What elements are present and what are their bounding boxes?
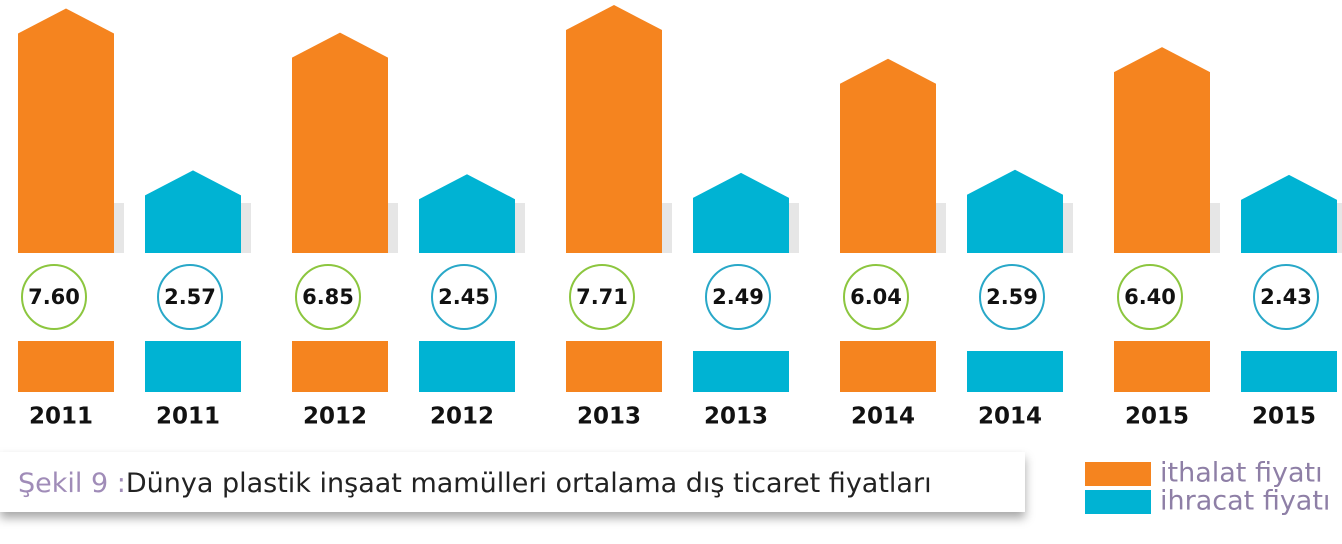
bar-shadow bbox=[1063, 203, 1073, 253]
bar-shadow bbox=[388, 203, 398, 253]
bar-base bbox=[967, 351, 1063, 392]
x-tick-label: 2014 bbox=[978, 404, 1042, 430]
value-label: 2.45 bbox=[438, 285, 490, 309]
value-ring bbox=[1253, 264, 1319, 330]
value-ring bbox=[979, 264, 1045, 330]
value-ring bbox=[295, 264, 361, 330]
bar-base bbox=[1114, 341, 1210, 392]
bar-base bbox=[1241, 351, 1337, 392]
x-tick-label: 2011 bbox=[156, 404, 220, 430]
bar-shadow bbox=[114, 203, 124, 253]
bar-shadow bbox=[1337, 203, 1342, 253]
caption: Şekil 9 :Dünya plastik inşaat mamülleri … bbox=[18, 468, 932, 499]
bar-shadow bbox=[1210, 203, 1220, 253]
value-label: 2.57 bbox=[164, 285, 216, 309]
x-tick-label: 2012 bbox=[430, 404, 494, 430]
bar-shadow bbox=[515, 203, 525, 253]
x-tick-label: 2013 bbox=[704, 404, 768, 430]
x-tick-label: 2013 bbox=[577, 404, 641, 430]
bar-shadow bbox=[789, 203, 799, 253]
value-label: 2.59 bbox=[986, 285, 1038, 309]
bar bbox=[419, 174, 515, 253]
chart-title: Dünya plastik inşaat mamülleri ortalama … bbox=[126, 468, 932, 499]
bar bbox=[1241, 174, 1337, 253]
x-tick-label: 2014 bbox=[851, 404, 915, 430]
bar-shadow bbox=[241, 203, 251, 253]
bar bbox=[292, 32, 388, 253]
bar bbox=[693, 172, 789, 253]
value-ring bbox=[21, 264, 87, 330]
value-ring bbox=[1117, 264, 1183, 330]
bar-base bbox=[566, 341, 662, 392]
bar-shadow bbox=[936, 203, 946, 253]
value-ring bbox=[157, 264, 223, 330]
legend-swatch bbox=[1085, 490, 1151, 514]
bar-shadow bbox=[662, 203, 672, 253]
x-tick-label: 2015 bbox=[1252, 404, 1316, 430]
bar bbox=[1114, 47, 1210, 254]
bar-base bbox=[840, 341, 936, 392]
bar bbox=[145, 170, 241, 253]
bar bbox=[840, 58, 936, 253]
bar-base bbox=[18, 341, 114, 392]
value-label: 7.71 bbox=[576, 285, 628, 309]
bar-base bbox=[693, 351, 789, 392]
x-tick-label: 2012 bbox=[303, 404, 367, 430]
value-label: 2.49 bbox=[712, 285, 764, 309]
value-label: 6.85 bbox=[302, 285, 354, 309]
bar bbox=[566, 5, 662, 253]
caption-label: Şekil 9 : bbox=[18, 468, 126, 499]
legend-label: ihracat fiyatı bbox=[1160, 486, 1330, 517]
value-ring bbox=[431, 264, 497, 330]
bar-base bbox=[419, 341, 515, 392]
value-ring bbox=[705, 264, 771, 330]
x-tick-label: 2011 bbox=[29, 404, 93, 430]
value-label: 7.60 bbox=[28, 285, 80, 309]
value-label: 6.40 bbox=[1124, 285, 1176, 309]
value-label: 6.04 bbox=[850, 285, 902, 309]
bar bbox=[967, 169, 1063, 253]
bar-base bbox=[292, 341, 388, 392]
value-ring bbox=[569, 264, 635, 330]
value-ring bbox=[843, 264, 909, 330]
caption-box bbox=[0, 452, 1025, 512]
bar bbox=[18, 8, 114, 253]
bar-base bbox=[145, 341, 241, 392]
x-tick-label: 2015 bbox=[1125, 404, 1189, 430]
legend-swatch bbox=[1085, 462, 1151, 486]
legend-label: ithalat fiyatı bbox=[1160, 458, 1323, 489]
value-label: 2.43 bbox=[1260, 285, 1312, 309]
